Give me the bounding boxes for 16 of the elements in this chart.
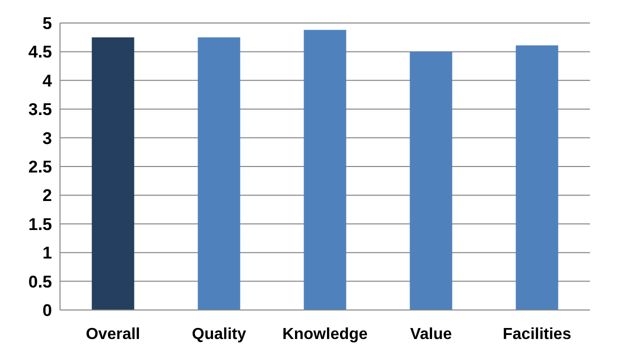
x-tick-label: Knowledge [282,326,368,343]
x-tick-label: Facilities [502,326,572,343]
y-tick-label: 1 [42,244,52,263]
x-tick-label: Quality [192,326,246,343]
x-tick-label: Value [410,326,452,343]
y-tick-label: 2 [42,186,52,206]
y-tick-label: 3.5 [28,100,52,120]
y-tick-label: 5 [42,14,52,33]
x-tick-label: Overall [86,326,140,343]
y-tick-label: 4.5 [28,42,52,62]
y-tick-label: 0.5 [28,272,52,292]
y-tick-label: 4 [42,71,53,90]
y-tick-label: 2.5 [28,157,52,176]
y-tick-label: 0 [42,300,52,320]
y-tick-label: 1.5 [28,214,52,234]
y-tick-label: 3 [42,128,52,148]
